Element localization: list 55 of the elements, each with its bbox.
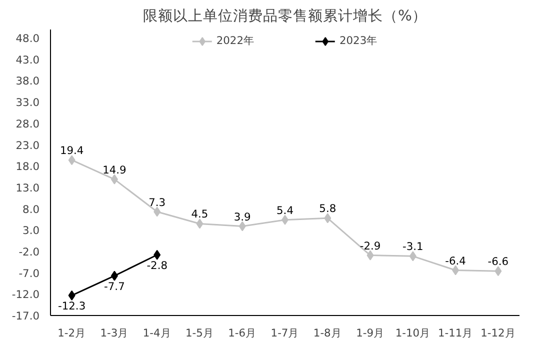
data-label: 19.4: [60, 144, 84, 158]
x-tick-label: 1-5月: [186, 326, 214, 340]
x-tick-label: 1-7月: [270, 326, 300, 340]
point: [154, 206, 161, 217]
point: [409, 251, 416, 262]
legend-label: 2022年: [216, 34, 254, 48]
data-label: -2.9: [360, 239, 381, 252]
data-label: 7.3: [148, 196, 166, 209]
x-tick-label: 1-10月: [395, 326, 431, 340]
point: [110, 174, 118, 184]
y-tick-label: 48.0: [16, 32, 40, 46]
data-label: 3.9: [234, 210, 252, 224]
point: [154, 250, 161, 260]
data-label: 5.4: [276, 204, 294, 217]
point: [68, 290, 76, 300]
x-tick-label: 1-8月: [313, 326, 342, 340]
y-tick-label: 43.0: [16, 53, 40, 66]
legend-label: 2023年: [340, 34, 378, 48]
x-tick-label: 1-6月: [228, 326, 257, 340]
y-tick-label: 18.0: [16, 160, 40, 174]
data-label: 4.5: [191, 208, 208, 221]
data-label: -2.8: [146, 258, 168, 272]
y-tick-label: -17.0: [12, 310, 40, 322]
point: [452, 265, 460, 276]
data-label: 14.9: [102, 163, 127, 176]
point: [196, 218, 204, 229]
x-tick-label: 1-11月: [438, 326, 474, 340]
point: [324, 213, 332, 224]
y-tick-label: 23.0: [16, 138, 40, 152]
data-label: -6.6: [488, 255, 509, 268]
point: [238, 221, 246, 232]
x-tick-label: 1-4月: [142, 326, 172, 340]
x-tick-label: 1-3月: [100, 326, 129, 340]
data-label: 5.8: [319, 202, 336, 216]
x-tick-label: 1-12月: [480, 326, 516, 340]
x-tick-label: 1-9月: [356, 326, 384, 340]
x-tick-label: 1-2月: [58, 326, 86, 340]
y-tick-label: 38.0: [16, 74, 40, 88]
y-tick-label: -7.0: [18, 266, 40, 280]
y-tick-label: -2.0: [18, 245, 40, 258]
y-tick-label: 3.0: [22, 224, 40, 238]
y-tick-label: 33.0: [16, 96, 40, 110]
point: [110, 270, 118, 281]
y-tick-label: 13.0: [16, 181, 40, 194]
point: [366, 250, 374, 260]
y-tick-label: 8.0: [22, 202, 40, 216]
chart-title: 限额以上单位消费品零售额累计增长（%）: [143, 8, 427, 24]
data-label: -6.4: [445, 254, 466, 268]
y-tick-label: 28.0: [16, 117, 40, 130]
point: [68, 155, 76, 166]
data-label: -12.3: [58, 299, 86, 312]
data-label: -3.1: [402, 240, 424, 254]
point: [494, 266, 502, 276]
y-tick-label: -12.0: [12, 288, 40, 302]
data-label: -7.7: [104, 280, 125, 293]
